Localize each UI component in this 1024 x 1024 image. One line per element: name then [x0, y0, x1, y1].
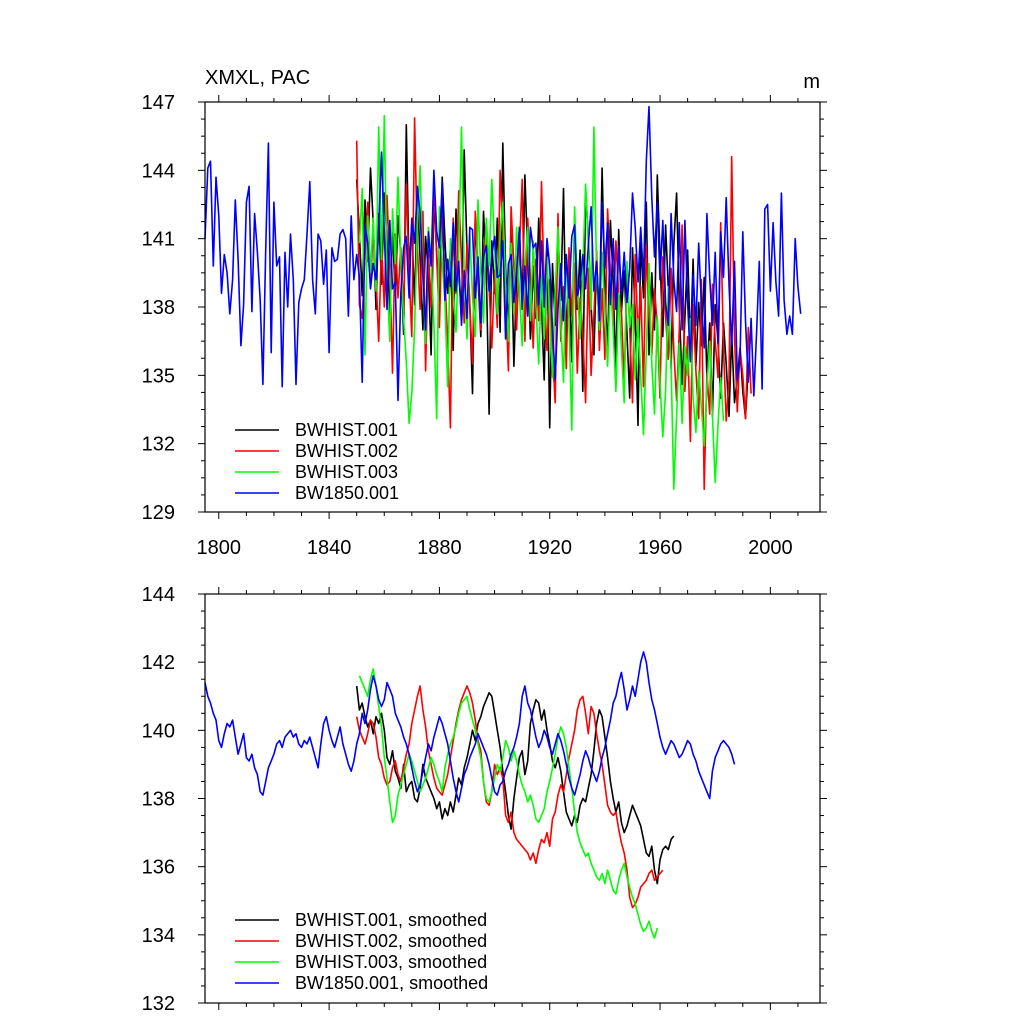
y-tick-label: 129: [142, 502, 175, 524]
y-tick-label: 136: [142, 857, 175, 879]
x-tick-label: 1800: [197, 537, 242, 559]
y-tick-label: 135: [142, 365, 175, 387]
x-axis: 1800 1840 1880 1920 1960 2000: [197, 95, 799, 559]
y-tick-label: 142: [142, 652, 175, 674]
y-tick-label: 140: [142, 720, 175, 742]
series-line-2: [355, 685, 664, 909]
x-tick-label: 1920: [527, 537, 572, 559]
y-axis: 129 132 135 138 141 144 147: [142, 92, 827, 524]
chart-panel-bottom: 132 134 136 138 140 142 144 BWHIST.001, smoothe…: [142, 584, 827, 1015]
series-line-1: [355, 685, 675, 885]
y-tick-label: 144: [142, 584, 175, 606]
y-tick-label: 147: [142, 92, 175, 114]
chart-title: XMXL, PAC: [205, 67, 310, 89]
legend-label: BWHIST.002: [295, 441, 398, 461]
x-tick-label: 1840: [307, 537, 352, 559]
y-tick-label: 132: [142, 993, 175, 1015]
series-line-1: [355, 124, 750, 429]
y-tick-label: 134: [142, 925, 175, 947]
series-line-3: [358, 114, 725, 491]
x-tick-label: 1880: [417, 537, 462, 559]
legend-label: BWHIST.001, smoothed: [295, 910, 487, 930]
y-tick-label: 132: [142, 434, 175, 456]
x-axis: [218, 587, 799, 1010]
legend-label: BWHIST.001: [295, 420, 398, 440]
y-tick-label: 138: [142, 789, 175, 811]
units-label: m: [803, 71, 820, 93]
y-axis: 132 134 136 138 140 142 144: [142, 584, 827, 1015]
series-line-4: [204, 105, 802, 402]
chart-panel-top: XMXL, PAC m 1800 1840 1880 1920 1960 20001291…: [142, 67, 827, 559]
y-tick-label: 141: [142, 229, 175, 251]
y-tick-label: 138: [142, 297, 175, 319]
x-tick-label: 2000: [748, 537, 793, 559]
legend-label: BWHIST.003, smoothed: [295, 952, 487, 972]
legend-label: BWHIST.002, smoothed: [295, 931, 487, 951]
series-group: [204, 651, 736, 940]
x-tick-label: 1960: [638, 537, 683, 559]
legend-label: BW1850.001, smoothed: [295, 973, 488, 993]
series-group: [204, 105, 802, 491]
legend-label: BWHIST.003: [295, 462, 398, 482]
y-tick-label: 144: [142, 160, 175, 182]
series-line-4: [204, 651, 736, 803]
legend-label: BW1850.001: [295, 483, 399, 503]
